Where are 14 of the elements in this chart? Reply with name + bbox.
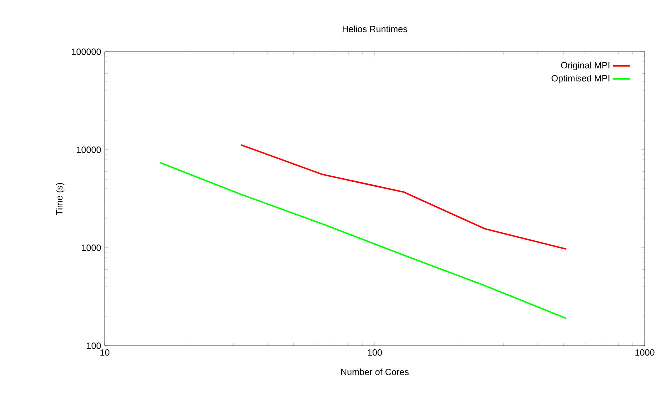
y-tick-label: 1000: [82, 244, 102, 252]
line-series: [240, 144, 568, 250]
x-tick-label: 10: [100, 350, 110, 356]
legend-label: Optimised MPI: [552, 75, 610, 84]
line-series: [159, 162, 568, 320]
y-axis-title: Time (s): [56, 183, 65, 216]
x-tick-label: 100: [368, 350, 382, 356]
legend-label: Original MPI: [561, 62, 610, 70]
y-tick-label: 10000: [77, 146, 102, 154]
y-tick-label: 100000: [72, 48, 102, 56]
y-tick-label: 100: [87, 342, 102, 350]
x-axis-title: Number of Cores: [341, 368, 409, 376]
x-tick-label: 1000: [636, 350, 655, 356]
chart-title: Helios Runtimes: [342, 26, 408, 32]
